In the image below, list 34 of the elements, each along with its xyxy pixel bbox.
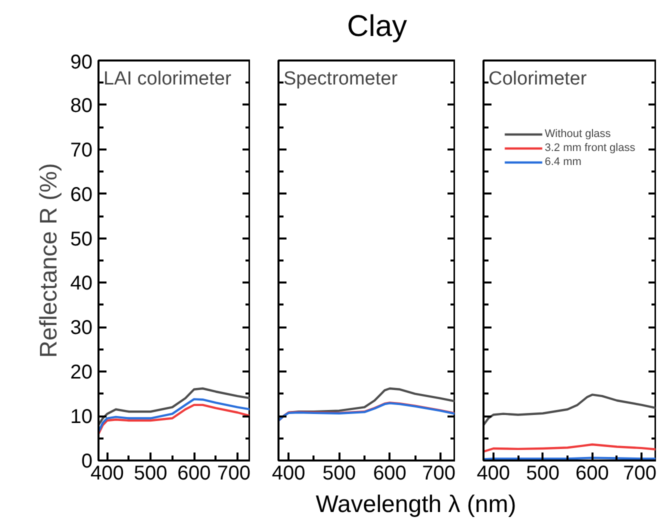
x-tick-label: 400	[90, 462, 124, 484]
y-tick-label: 70	[70, 139, 93, 162]
y-tick-label: 10	[70, 406, 93, 428]
y-tick-label: 0	[81, 450, 92, 472]
legend-label: Without glass	[544, 128, 611, 140]
x-tick-label: 600	[373, 462, 406, 484]
x-tick-label: 500	[134, 462, 168, 484]
line-series	[98, 404, 250, 435]
annotation: Colorimeter	[488, 68, 588, 90]
y-tick-label: 20	[70, 362, 93, 384]
line-series	[98, 387, 250, 426]
annotation: Spectrometer	[284, 68, 398, 90]
x-tick-label: 700	[422, 462, 456, 484]
y-tick-label: 30	[70, 317, 93, 340]
x-tick-label: 700	[217, 462, 251, 484]
x-tick-label: 500	[322, 462, 356, 484]
chart-title: Clay	[346, 9, 407, 45]
y-tick-label: 90	[70, 52, 93, 74]
legend-label: 3.2 mm front glass	[544, 142, 636, 154]
x-axis-title: Wavelength λ (nm)	[316, 490, 516, 520]
legend-label: 6.4 mm	[544, 156, 582, 168]
x-tick-label: 700	[623, 462, 657, 484]
y-axis-title: Reflectance R (%)	[35, 163, 62, 358]
x-tick-label: 600	[576, 462, 609, 484]
annotation: LAI colorimeter	[104, 68, 232, 90]
x-tick-label: 500	[526, 462, 560, 484]
line-series	[98, 398, 250, 433]
x-tick-label: 600	[177, 462, 211, 484]
y-tick-label: 60	[70, 184, 93, 206]
y-tick-label: 80	[70, 94, 93, 117]
x-tick-label: 400	[476, 462, 510, 484]
x-tick-label: 400	[272, 462, 306, 484]
y-tick-label: 40	[70, 272, 93, 295]
y-tick-label: 50	[70, 228, 93, 250]
